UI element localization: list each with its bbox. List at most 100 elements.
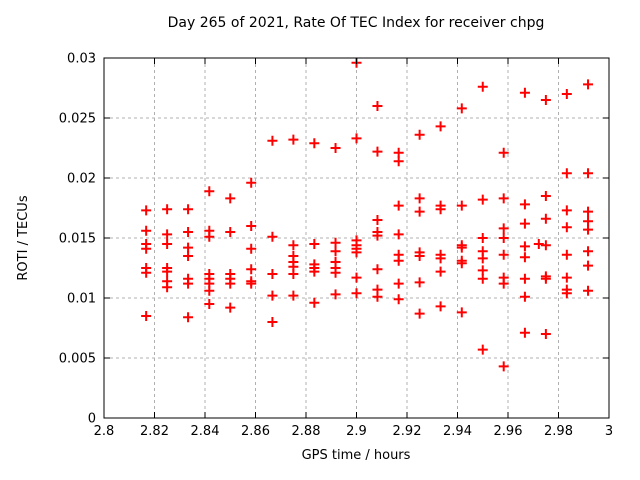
data-point-marker xyxy=(540,273,551,284)
x-axis-label: GPS time / hours xyxy=(302,448,411,463)
data-point-marker xyxy=(435,301,446,312)
data-point-marker xyxy=(162,229,173,240)
data-point-marker xyxy=(561,222,572,233)
data-point-marker xyxy=(393,294,404,305)
data-point-marker xyxy=(583,285,594,296)
data-point-marker xyxy=(372,215,383,225)
data-point-marker xyxy=(583,206,594,217)
data-point-marker xyxy=(141,267,152,278)
data-point-marker xyxy=(456,200,467,211)
data-point-marker xyxy=(414,193,425,204)
data-point-marker xyxy=(246,264,257,275)
data-point-marker xyxy=(435,121,446,132)
x-tick-label: 2.8 xyxy=(94,424,115,439)
data-point-marker xyxy=(183,227,194,237)
data-point-marker xyxy=(583,168,594,179)
data-point-marker xyxy=(540,240,551,251)
x-tick-label: 2.92 xyxy=(393,424,422,439)
data-point-marker xyxy=(393,278,404,289)
data-point-marker xyxy=(351,272,362,283)
data-point-marker xyxy=(519,241,530,252)
data-point-marker xyxy=(519,218,530,229)
data-point-marker xyxy=(393,255,404,266)
data-point-marker xyxy=(372,291,383,302)
data-point-marker xyxy=(540,95,551,105)
data-point-marker xyxy=(519,87,530,98)
data-point-marker xyxy=(183,312,194,323)
data-point-marker xyxy=(372,230,383,241)
data-point-marker xyxy=(414,308,425,319)
data-point-marker xyxy=(204,231,215,242)
data-point-marker xyxy=(246,243,257,254)
data-point-marker xyxy=(477,344,488,355)
data-point-marker xyxy=(372,146,383,157)
data-point-marker xyxy=(330,289,341,300)
data-point-marker xyxy=(519,291,530,302)
data-point-marker xyxy=(498,223,509,234)
data-point-marker xyxy=(519,199,530,210)
data-point-marker xyxy=(477,265,488,276)
data-point-marker xyxy=(414,251,425,261)
x-tick-label: 2.84 xyxy=(191,424,220,439)
axis-ticks xyxy=(103,57,610,419)
data-point-marker xyxy=(393,147,404,158)
data-point-marker xyxy=(477,253,488,264)
data-point-marker xyxy=(246,278,257,289)
data-point-marker xyxy=(583,224,594,235)
data-point-marker xyxy=(183,204,194,215)
data-point-marker xyxy=(351,247,362,258)
data-point-marker xyxy=(583,216,594,227)
data-point-marker xyxy=(414,206,425,217)
data-point-marker xyxy=(477,273,488,284)
data-point-marker xyxy=(540,329,551,339)
x-tick-labels: 2.8 2.82 2.84 2.86 2.88 2.9 2.92 2.94 2.96 2.98 3 xyxy=(94,424,613,439)
data-point-marker xyxy=(204,186,215,197)
data-point-marker xyxy=(393,229,404,240)
data-point-marker xyxy=(162,204,173,215)
data-point-marker xyxy=(583,260,594,271)
x-tick-label: 2.94 xyxy=(443,424,472,439)
data-point-marker xyxy=(393,200,404,211)
data-point-marker xyxy=(498,147,509,158)
data-point-marker xyxy=(561,288,572,299)
data-point-marker xyxy=(372,101,383,111)
data-point-marker xyxy=(162,266,173,277)
chart-title: Day 265 of 2021, Rate Of TEC Index for r… xyxy=(168,15,545,31)
data-point-marker xyxy=(498,249,509,260)
data-point-marker xyxy=(204,285,215,296)
data-point-marker xyxy=(393,156,404,167)
data-point-marker xyxy=(183,251,194,261)
data-point-marker xyxy=(519,273,530,284)
y-tick-label: 0.005 xyxy=(59,352,96,367)
data-point-marker xyxy=(141,311,152,321)
data-point-marker xyxy=(141,225,152,236)
data-point-marker xyxy=(456,103,467,114)
data-point-marker xyxy=(456,242,467,253)
y-axis-label: ROTI / TECUs xyxy=(16,195,31,280)
data-point-marker xyxy=(225,193,236,204)
data-point-marker xyxy=(519,252,530,263)
data-point-marker xyxy=(477,233,488,243)
y-tick-labels: 0 0.005 0.01 0.015 0.02 0.025 0.03 xyxy=(59,52,96,427)
data-point-marker xyxy=(498,278,509,289)
data-point-marker xyxy=(309,138,320,149)
data-point-marker xyxy=(330,246,341,257)
x-tick-label: 2.9 xyxy=(346,424,367,439)
data-point-marker xyxy=(414,129,425,140)
data-point-marker xyxy=(330,237,341,248)
y-tick-label: 0 xyxy=(88,412,96,427)
data-point-marker xyxy=(246,221,257,231)
y-tick-label: 0.01 xyxy=(67,292,96,307)
data-point-marker xyxy=(288,269,299,279)
data-point-marker xyxy=(246,177,257,188)
data-point-marker xyxy=(498,233,509,243)
data-point-marker xyxy=(267,269,278,279)
data-point-marker xyxy=(288,134,299,145)
x-tick-label: 2.82 xyxy=(140,424,169,439)
data-point-marker xyxy=(477,194,488,205)
y-tick-label: 0.025 xyxy=(59,112,96,127)
data-point-marker xyxy=(162,239,173,249)
data-point-marker xyxy=(141,205,152,216)
